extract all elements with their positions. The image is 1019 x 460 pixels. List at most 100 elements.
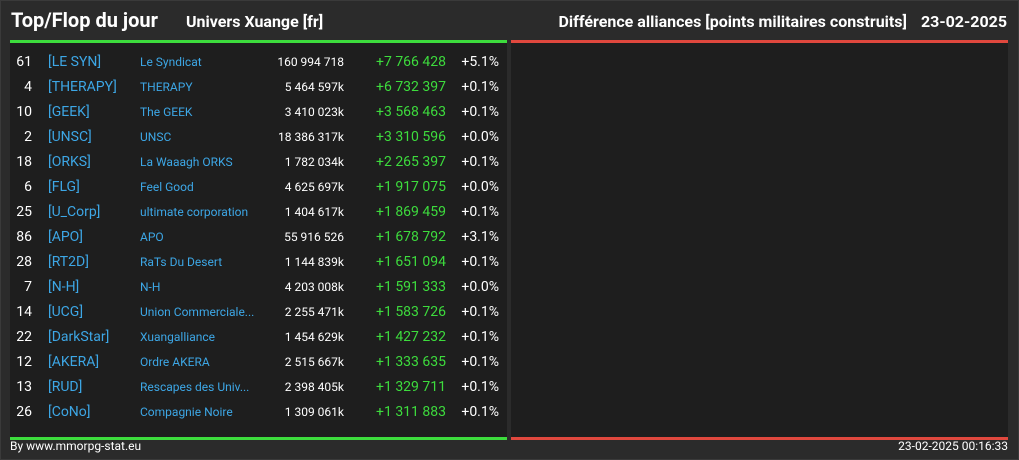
percent-cell: +0.1% [461,254,499,270]
percent-cell: +0.1% [461,329,499,345]
percent-cell: +0.1% [461,354,499,370]
rank-cell: 28 [16,254,32,270]
alliance-name-link[interactable]: La Waaagh ORKS [140,155,233,169]
percent-cell: +0.1% [461,379,499,395]
alliance-tag-link[interactable]: [UNSC] [48,129,92,145]
table-row: 22 [DarkStar] Xuangalliance 1 454 629k +1 42… [10,325,507,350]
header-right: Différence alliances [points militaires … [558,12,1007,31]
source-link[interactable]: By www.mmorpg-stat.eu [10,439,142,453]
alliance-name-link[interactable]: Union Commerciale... [140,305,255,319]
percent-cell: +0.0% [461,129,499,145]
points-cell: 1 144 839k [284,255,344,269]
alliance-name-link[interactable]: Ordre AKERA [140,355,210,369]
alliance-name-link[interactable]: The GEEK [140,105,193,119]
points-cell: 1 454 629k [284,330,344,344]
points-cell: 2 398 405k [284,380,344,394]
points-cell: 2 515 667k [284,355,344,369]
points-cell: 1 309 061k [284,405,344,419]
header: Top/Flop du jour Univers Xuange [fr] Dif… [0,0,1019,40]
table-row: 18 [ORKS] La Waaagh ORKS 1 782 034k +2 265 3… [10,150,507,175]
points-cell: 18 386 317k [278,130,344,144]
alliance-tag-link[interactable]: [N-H] [48,279,80,295]
universe-label: Univers Xuange [fr] [186,12,324,31]
percent-cell: +5.1% [461,54,499,70]
ranking-subtitle: Différence alliances [points militaires … [558,12,907,31]
difference-cell: +1 591 333 [376,279,446,295]
rank-cell: 22 [16,329,32,345]
difference-cell: +1 329 711 [376,379,446,395]
rank-cell: 18 [16,154,32,170]
points-cell: 1 404 617k [284,205,344,219]
percent-cell: +0.1% [461,79,499,95]
table-row: 14 [UCG] Union Commerciale... 2 255 471k +1 … [10,300,507,325]
table-row: 28 [RT2D] RaTs Du Desert 1 144 839k +1 651 0… [10,250,507,275]
rank-cell: 4 [24,79,32,95]
difference-cell: +1 333 635 [376,354,446,370]
difference-cell: +1 583 726 [376,304,446,320]
alliance-tag-link[interactable]: [AKERA] [48,354,100,370]
rank-cell: 2 [24,129,32,145]
rank-cell: 86 [16,229,32,245]
page-title: Top/Flop du jour [11,8,158,32]
percent-cell: +0.1% [461,304,499,320]
alliance-tag-link[interactable]: [CoNo] [48,404,91,420]
points-cell: 55 916 526 [284,230,344,244]
alliance-tag-link[interactable]: [RUD] [48,379,83,395]
percent-cell: +0.1% [461,104,499,120]
top-panel: 61 [LE SYN] Le Syndicat 160 994 718 +7 766 4… [10,40,507,440]
table-row: 61 [LE SYN] Le Syndicat 160 994 718 +7 766 4… [10,50,507,75]
rank-cell: 6 [24,179,32,195]
rank-cell: 61 [16,54,32,70]
table-row: 25 [U_Corp] ultimate corporation 1 404 617k… [10,200,507,225]
table-row: 7 [N-H] N-H 4 203 008k +1 591 333 +0.0% [10,275,507,300]
difference-cell: +2 265 397 [376,154,446,170]
alliance-tag-link[interactable]: [ORKS] [48,154,91,170]
percent-cell: +3.1% [461,229,499,245]
rank-cell: 7 [24,279,32,295]
percent-cell: +0.0% [461,179,499,195]
alliance-tag-link[interactable]: [DarkStar] [48,329,110,345]
percent-cell: +0.1% [461,154,499,170]
alliance-name-link[interactable]: Le Syndicat [140,55,202,69]
alliance-tag-link[interactable]: [GEEK] [48,104,90,120]
alliance-tag-link[interactable]: [THERAPY] [48,79,117,95]
table-row: 10 [GEEK] The GEEK 3 410 023k +3 568 463 +0.1… [10,100,507,125]
alliance-name-link[interactable]: Rescapes des Univ... [140,380,250,394]
alliance-tag-link[interactable]: [FLG] [48,179,80,195]
alliance-name-link[interactable]: N-H [140,280,161,294]
alliance-name-link[interactable]: UNSC [140,130,172,144]
alliance-name-link[interactable]: Feel Good [140,180,194,194]
alliance-tag-link[interactable]: [RT2D] [48,254,89,270]
rank-cell: 13 [16,379,32,395]
points-cell: 5 464 597k [284,80,344,94]
difference-cell: +3 310 596 [376,129,446,145]
alliance-name-link[interactable]: Compagnie Noire [140,405,233,419]
alliance-name-link[interactable]: APO [140,230,164,244]
alliance-name-link[interactable]: Xuangalliance [140,330,215,344]
alliance-name-link[interactable]: ultimate corporation [140,205,249,219]
table-row: 4 [THERAPY] THERAPY 5 464 597k +6 732 397 +0.… [10,75,507,100]
alliance-tag-link[interactable]: [APO] [48,229,84,245]
alliance-name-link[interactable]: THERAPY [140,80,193,94]
difference-cell: +1 427 232 [376,329,446,345]
points-cell: 160 994 718 [277,55,344,69]
alliance-name-link[interactable]: RaTs Du Desert [140,255,223,269]
alliance-tag-link[interactable]: [UCG] [48,304,84,320]
alliance-tag-link[interactable]: [LE SYN] [48,54,102,70]
table-row: 86 [APO] APO 55 916 526 +1 678 792 +3.1% [10,225,507,250]
difference-cell: +1 651 094 [376,254,446,270]
percent-cell: +0.1% [461,204,499,220]
points-cell: 3 410 023k [284,105,344,119]
difference-cell: +6 732 397 [376,79,446,95]
table-row: 26 [CoNo] Compagnie Noire 1 309 061k +1 311 … [10,400,507,425]
table-row: 13 [RUD] Rescapes des Univ... 2 398 405k +1 … [10,375,507,400]
timestamp: 23-02-2025 00:16:33 [898,439,1008,453]
alliance-tag-link[interactable]: [U_Corp] [48,204,101,220]
percent-cell: +0.0% [461,279,499,295]
rank-cell: 12 [16,354,32,370]
points-cell: 1 782 034k [284,155,344,169]
header-date: 23-02-2025 [920,12,1007,31]
table-row: 12 [AKERA] Ordre AKERA 2 515 667k +1 333 635… [10,350,507,375]
difference-cell: +1 917 075 [376,179,446,195]
rank-cell: 10 [16,104,32,120]
